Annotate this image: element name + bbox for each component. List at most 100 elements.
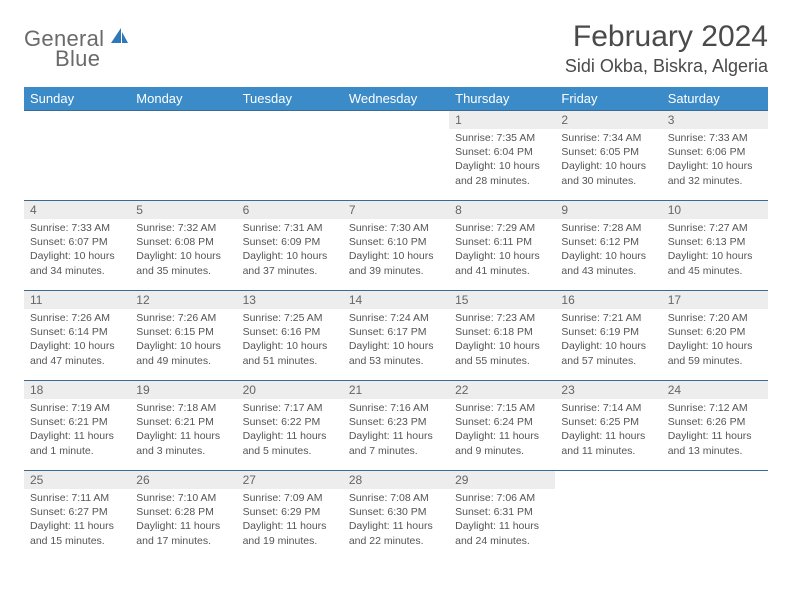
sunset-text: Sunset: 6:21 PM (136, 415, 230, 429)
sunset-text: Sunset: 6:14 PM (30, 325, 124, 339)
day-info: Sunrise: 7:08 AMSunset: 6:30 PMDaylight:… (343, 489, 449, 554)
sunrise-text: Sunrise: 7:10 AM (136, 491, 230, 505)
day-info: Sunrise: 7:30 AMSunset: 6:10 PMDaylight:… (343, 219, 449, 284)
sail-icon (108, 26, 130, 51)
calendar-cell: 14Sunrise: 7:24 AMSunset: 6:17 PMDayligh… (343, 291, 449, 381)
daylight-text: Daylight: 10 hours and 35 minutes. (136, 249, 230, 277)
sunrise-text: Sunrise: 7:27 AM (668, 221, 762, 235)
calendar-cell: 19Sunrise: 7:18 AMSunset: 6:21 PMDayligh… (130, 381, 236, 471)
day-info: Sunrise: 7:16 AMSunset: 6:23 PMDaylight:… (343, 399, 449, 464)
header: General Blue February 2024 Sidi Okba, Bi… (24, 20, 768, 77)
sunset-text: Sunset: 6:09 PM (243, 235, 337, 249)
sunset-text: Sunset: 6:12 PM (561, 235, 655, 249)
daylight-text: Daylight: 10 hours and 43 minutes. (561, 249, 655, 277)
daylight-text: Daylight: 11 hours and 3 minutes. (136, 429, 230, 457)
sunset-text: Sunset: 6:26 PM (668, 415, 762, 429)
daylight-text: Daylight: 10 hours and 55 minutes. (455, 339, 549, 367)
day-info: Sunrise: 7:20 AMSunset: 6:20 PMDaylight:… (662, 309, 768, 374)
daylight-text: Daylight: 10 hours and 28 minutes. (455, 159, 549, 187)
day-info: Sunrise: 7:32 AMSunset: 6:08 PMDaylight:… (130, 219, 236, 284)
daylight-text: Daylight: 10 hours and 30 minutes. (561, 159, 655, 187)
day-info: Sunrise: 7:31 AMSunset: 6:09 PMDaylight:… (237, 219, 343, 284)
day-info: Sunrise: 7:24 AMSunset: 6:17 PMDaylight:… (343, 309, 449, 374)
sunrise-text: Sunrise: 7:08 AM (349, 491, 443, 505)
day-info (24, 129, 130, 137)
day-info (555, 489, 661, 497)
sunrise-text: Sunrise: 7:25 AM (243, 311, 337, 325)
day-number: 7 (343, 201, 449, 219)
calendar-cell: 5Sunrise: 7:32 AMSunset: 6:08 PMDaylight… (130, 201, 236, 291)
calendar-cell: 6Sunrise: 7:31 AMSunset: 6:09 PMDaylight… (237, 201, 343, 291)
day-info (343, 129, 449, 137)
weekday-header: Saturday (662, 87, 768, 111)
calendar-week-row: 4Sunrise: 7:33 AMSunset: 6:07 PMDaylight… (24, 201, 768, 291)
sunset-text: Sunset: 6:06 PM (668, 145, 762, 159)
day-info (662, 489, 768, 497)
sunrise-text: Sunrise: 7:28 AM (561, 221, 655, 235)
calendar-cell: 4Sunrise: 7:33 AMSunset: 6:07 PMDaylight… (24, 201, 130, 291)
sunrise-text: Sunrise: 7:14 AM (561, 401, 655, 415)
day-number: 1 (449, 111, 555, 129)
daylight-text: Daylight: 10 hours and 57 minutes. (561, 339, 655, 367)
sunrise-text: Sunrise: 7:11 AM (30, 491, 124, 505)
sunrise-text: Sunrise: 7:26 AM (136, 311, 230, 325)
sunrise-text: Sunrise: 7:26 AM (30, 311, 124, 325)
day-info: Sunrise: 7:14 AMSunset: 6:25 PMDaylight:… (555, 399, 661, 464)
calendar-cell: 8Sunrise: 7:29 AMSunset: 6:11 PMDaylight… (449, 201, 555, 291)
calendar-cell: 21Sunrise: 7:16 AMSunset: 6:23 PMDayligh… (343, 381, 449, 471)
daylight-text: Daylight: 10 hours and 49 minutes. (136, 339, 230, 367)
calendar-cell: 15Sunrise: 7:23 AMSunset: 6:18 PMDayligh… (449, 291, 555, 381)
sunrise-text: Sunrise: 7:31 AM (243, 221, 337, 235)
day-info: Sunrise: 7:15 AMSunset: 6:24 PMDaylight:… (449, 399, 555, 464)
day-info: Sunrise: 7:34 AMSunset: 6:05 PMDaylight:… (555, 129, 661, 194)
sunset-text: Sunset: 6:15 PM (136, 325, 230, 339)
sunrise-text: Sunrise: 7:34 AM (561, 131, 655, 145)
sunset-text: Sunset: 6:07 PM (30, 235, 124, 249)
day-info: Sunrise: 7:18 AMSunset: 6:21 PMDaylight:… (130, 399, 236, 464)
sunset-text: Sunset: 6:05 PM (561, 145, 655, 159)
day-info: Sunrise: 7:33 AMSunset: 6:06 PMDaylight:… (662, 129, 768, 194)
day-number: 24 (662, 381, 768, 399)
sunset-text: Sunset: 6:24 PM (455, 415, 549, 429)
sunset-text: Sunset: 6:29 PM (243, 505, 337, 519)
day-info: Sunrise: 7:09 AMSunset: 6:29 PMDaylight:… (237, 489, 343, 554)
calendar-cell: 10Sunrise: 7:27 AMSunset: 6:13 PMDayligh… (662, 201, 768, 291)
calendar-table: SundayMondayTuesdayWednesdayThursdayFrid… (24, 87, 768, 561)
day-info: Sunrise: 7:21 AMSunset: 6:19 PMDaylight:… (555, 309, 661, 374)
daylight-text: Daylight: 10 hours and 32 minutes. (668, 159, 762, 187)
sunset-text: Sunset: 6:16 PM (243, 325, 337, 339)
weekday-header: Thursday (449, 87, 555, 111)
sunset-text: Sunset: 6:22 PM (243, 415, 337, 429)
daylight-text: Daylight: 11 hours and 13 minutes. (668, 429, 762, 457)
brand-name-part2: Blue (55, 46, 100, 72)
day-info: Sunrise: 7:28 AMSunset: 6:12 PMDaylight:… (555, 219, 661, 284)
day-number: 25 (24, 471, 130, 489)
day-number: 12 (130, 291, 236, 309)
sunset-text: Sunset: 6:18 PM (455, 325, 549, 339)
calendar-week-row: 1Sunrise: 7:35 AMSunset: 6:04 PMDaylight… (24, 111, 768, 201)
daylight-text: Daylight: 10 hours and 45 minutes. (668, 249, 762, 277)
day-info: Sunrise: 7:06 AMSunset: 6:31 PMDaylight:… (449, 489, 555, 554)
day-number: 16 (555, 291, 661, 309)
sunset-text: Sunset: 6:25 PM (561, 415, 655, 429)
day-number: 6 (237, 201, 343, 219)
calendar-week-row: 18Sunrise: 7:19 AMSunset: 6:21 PMDayligh… (24, 381, 768, 471)
weekday-header-row: SundayMondayTuesdayWednesdayThursdayFrid… (24, 87, 768, 111)
weekday-header: Tuesday (237, 87, 343, 111)
calendar-cell: 23Sunrise: 7:14 AMSunset: 6:25 PMDayligh… (555, 381, 661, 471)
day-info: Sunrise: 7:11 AMSunset: 6:27 PMDaylight:… (24, 489, 130, 554)
sunset-text: Sunset: 6:17 PM (349, 325, 443, 339)
sunset-text: Sunset: 6:28 PM (136, 505, 230, 519)
title-block: February 2024 Sidi Okba, Biskra, Algeria (565, 20, 768, 77)
day-number: 13 (237, 291, 343, 309)
calendar-cell: 3Sunrise: 7:33 AMSunset: 6:06 PMDaylight… (662, 111, 768, 201)
day-info: Sunrise: 7:25 AMSunset: 6:16 PMDaylight:… (237, 309, 343, 374)
day-info: Sunrise: 7:33 AMSunset: 6:07 PMDaylight:… (24, 219, 130, 284)
daylight-text: Daylight: 11 hours and 11 minutes. (561, 429, 655, 457)
sunset-text: Sunset: 6:23 PM (349, 415, 443, 429)
sunrise-text: Sunrise: 7:32 AM (136, 221, 230, 235)
day-number: 8 (449, 201, 555, 219)
calendar-cell (343, 111, 449, 201)
day-number: 22 (449, 381, 555, 399)
calendar-week-row: 11Sunrise: 7:26 AMSunset: 6:14 PMDayligh… (24, 291, 768, 381)
